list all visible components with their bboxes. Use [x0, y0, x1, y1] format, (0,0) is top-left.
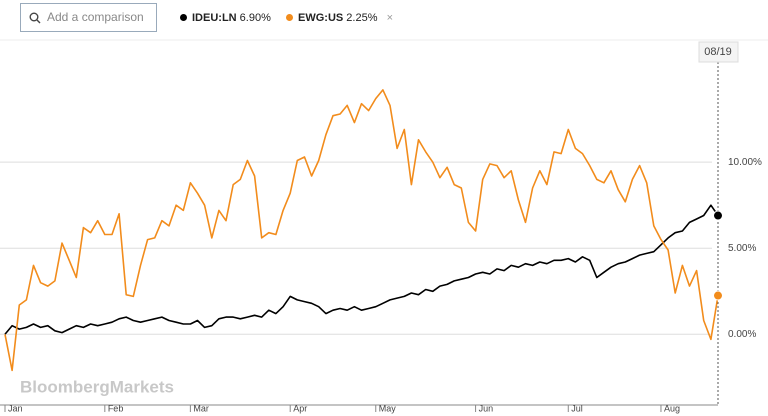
- legend-name: EWG:US: [298, 12, 344, 24]
- watermark: BloombergMarkets: [20, 377, 174, 396]
- x-tick-label: Mar: [193, 403, 209, 413]
- y-tick-label: 0.00%: [728, 329, 756, 340]
- legend-dot: [180, 14, 187, 21]
- x-tick-label: Jun: [479, 403, 494, 413]
- search-placeholder: Add a comparison: [47, 10, 144, 24]
- x-tick-label: Feb: [108, 403, 124, 413]
- x-tick-label: Jan: [8, 403, 23, 413]
- y-tick-label: 5.00%: [728, 243, 756, 254]
- date-box: [698, 41, 739, 63]
- x-tick-label: May: [379, 403, 397, 413]
- x-tick-label: Jul: [571, 403, 583, 413]
- legend-item: IDEU:LN 6.90%: [180, 12, 271, 24]
- legend-value: 2.25%: [346, 12, 378, 24]
- y-tick-label: 10.00%: [728, 157, 762, 168]
- legend-name: IDEU:LN: [192, 12, 237, 24]
- end-marker: [713, 290, 723, 301]
- remove-button[interactable]: ×: [386, 12, 393, 24]
- legend-value: 6.90%: [239, 12, 271, 24]
- end-date: 08/19: [704, 46, 732, 58]
- series-line: [4, 204, 719, 335]
- search-icon: [29, 12, 41, 24]
- series-line: [4, 89, 719, 372]
- legend-item: EWG:US 2.25% ×: [286, 12, 393, 24]
- end-marker: [713, 210, 723, 221]
- search-box[interactable]: Add a comparison: [20, 3, 157, 32]
- legend-dot: [286, 14, 293, 21]
- x-tick-label: Apr: [293, 403, 307, 413]
- x-tick-label: Aug: [664, 403, 680, 413]
